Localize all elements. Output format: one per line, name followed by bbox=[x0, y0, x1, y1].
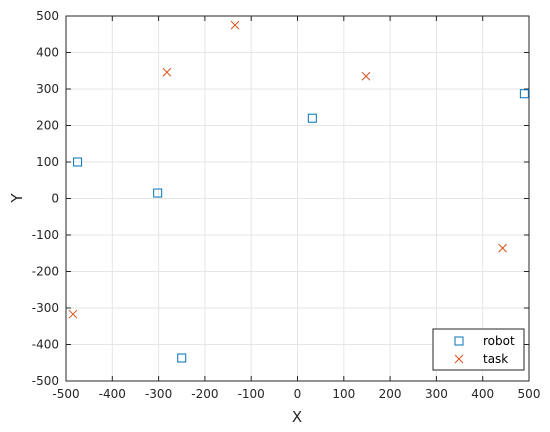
x-axis-title: X bbox=[292, 408, 302, 426]
y-tick-label: 500 bbox=[36, 9, 59, 23]
robot-point bbox=[73, 157, 83, 167]
task-point bbox=[68, 309, 78, 319]
robot-point bbox=[153, 188, 163, 198]
legend-marker-task bbox=[454, 354, 464, 364]
x-tick-label: 400 bbox=[471, 387, 494, 401]
y-tick-label: -100 bbox=[32, 228, 59, 242]
x-tick-label: 100 bbox=[332, 387, 355, 401]
series-robot bbox=[73, 89, 529, 363]
robot-point bbox=[307, 113, 317, 123]
x-tick-labels: -500 -400 -300 -200 -100 0 100 200 300 400 500 bbox=[52, 387, 540, 401]
task-point bbox=[162, 67, 172, 77]
x-tick-label: -300 bbox=[145, 387, 172, 401]
legend-label-robot: robot bbox=[483, 334, 515, 348]
task-point bbox=[498, 243, 507, 253]
grid-lines bbox=[65, 15, 530, 382]
legend-box bbox=[432, 328, 525, 371]
y-tick-label: 100 bbox=[36, 155, 59, 169]
y-tick-label: 200 bbox=[36, 119, 59, 133]
task-point bbox=[361, 71, 371, 81]
task-point bbox=[230, 20, 240, 30]
y-tick-label: -300 bbox=[32, 301, 59, 315]
y-axis-title: Y bbox=[8, 193, 26, 204]
y-tick-label: -400 bbox=[32, 338, 59, 352]
x-tick-label: -100 bbox=[238, 387, 265, 401]
legend-label-task: task bbox=[483, 352, 508, 366]
x-tick-label: 0 bbox=[294, 387, 302, 401]
x-tick-label: 500 bbox=[518, 387, 541, 401]
x-tick-label: -200 bbox=[191, 387, 218, 401]
y-tick-label: -500 bbox=[32, 374, 59, 388]
y-tick-label: 400 bbox=[36, 46, 59, 60]
series-task bbox=[68, 20, 507, 319]
robot-point bbox=[177, 353, 187, 363]
x-tick-label: 300 bbox=[425, 387, 448, 401]
y-tick-label: 300 bbox=[36, 82, 59, 96]
robot-point bbox=[519, 89, 529, 99]
axis-ticks bbox=[65, 15, 530, 382]
y-tick-label: -200 bbox=[32, 265, 59, 279]
x-tick-label: 200 bbox=[379, 387, 402, 401]
x-tick-label: -400 bbox=[99, 387, 126, 401]
y-tick-labels: -500 -400 -300 -200 -100 0 100 200 300 400 500 bbox=[32, 9, 59, 388]
data-series bbox=[68, 20, 529, 363]
legend-marker-robot bbox=[454, 336, 464, 346]
y-tick-label: 0 bbox=[51, 192, 59, 206]
x-tick-label: -500 bbox=[52, 387, 79, 401]
legend: robot task bbox=[432, 328, 525, 371]
